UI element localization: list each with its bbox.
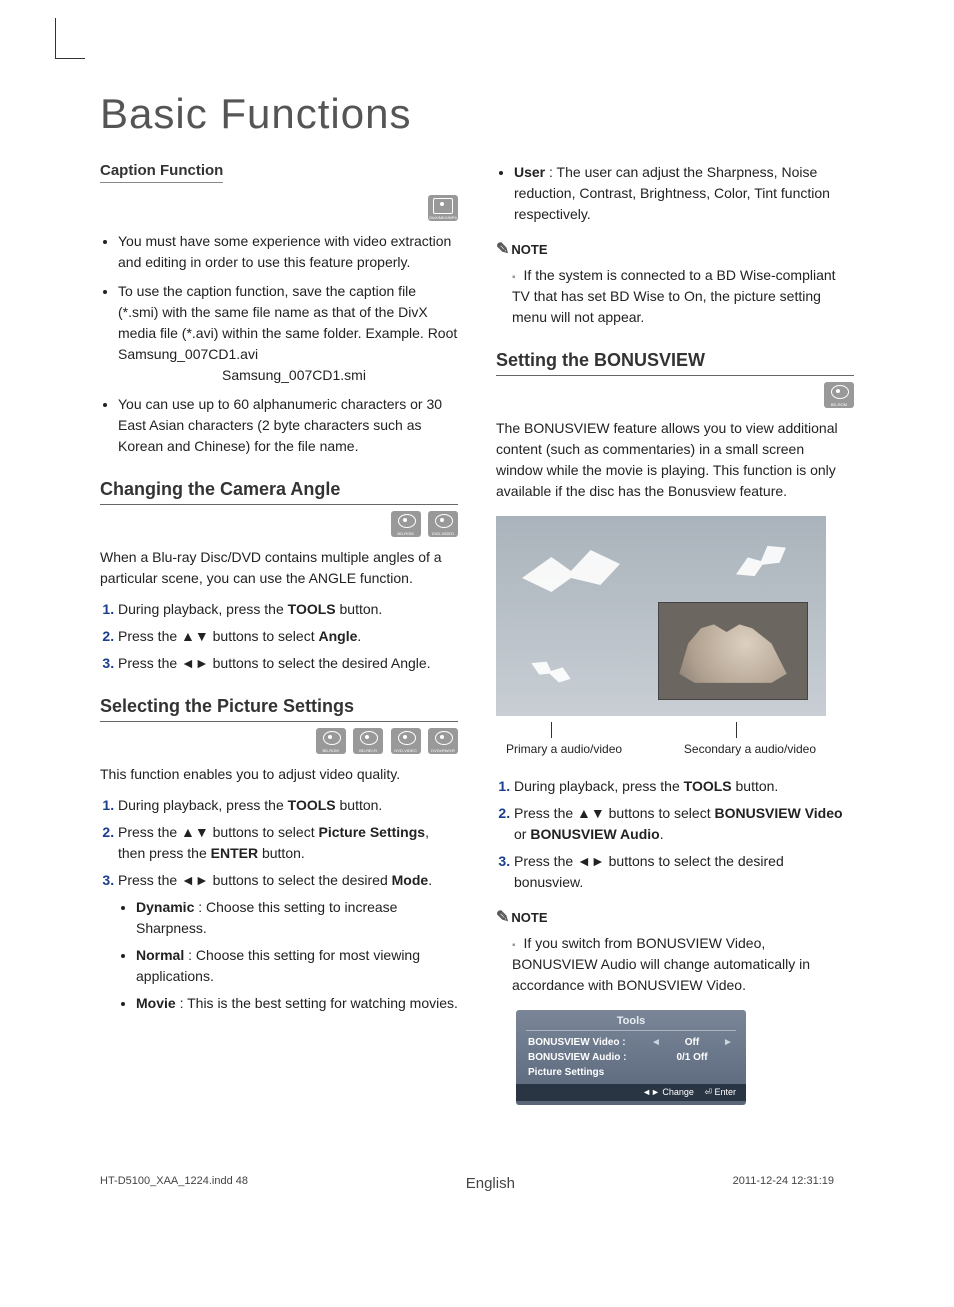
bonusview-steps: During playback, press the TOOLS button.… (496, 776, 854, 893)
note-label-2: ✎NOTE (496, 907, 854, 927)
dvd-video-badge: DVD-VIDEO (428, 511, 458, 537)
pip-window (658, 602, 808, 700)
line (736, 722, 737, 738)
picture-steps: During playback, press the TOOLS button.… (100, 795, 458, 1014)
list-item: You must have some experience with video… (118, 231, 458, 273)
bird-icon (525, 648, 576, 695)
table-row: Picture Settings (516, 1065, 746, 1080)
page-title: Basic Functions (100, 90, 894, 138)
crop-marks (55, 18, 73, 58)
list-item: User : The user can adjust the Sharpness… (514, 162, 854, 225)
line (551, 722, 552, 738)
bd-rom-badge: BD-ROM (391, 511, 421, 537)
list-item: Press the ◄► buttons to select the desir… (514, 851, 854, 893)
divx-badge: DivX/MKV/MP4 (428, 195, 458, 221)
bird-icon (728, 533, 794, 590)
camera-steps: During playback, press the TOOLS button.… (100, 599, 458, 674)
primary-caption: Primary a audio/video (506, 742, 622, 756)
foot-change: ◄► Change (642, 1087, 694, 1097)
list-item: During playback, press the TOOLS button. (514, 776, 854, 797)
dvd-rw-badge: DVD±RW/±R (428, 728, 458, 754)
figure-captions: Primary a audio/video Secondary a audio/… (496, 742, 826, 756)
separator (526, 1030, 736, 1031)
row-label: Picture Settings (528, 1067, 734, 1078)
list-item: Press the ◄► buttons to select the desir… (118, 870, 458, 1014)
bird-icon (522, 536, 620, 606)
picture-intro: This function enables you to adjust vide… (100, 764, 458, 785)
bonusview-heading: Setting the BONUSVIEW (496, 350, 854, 376)
tools-footer: ◄► Change ⏎ Enter (516, 1084, 746, 1101)
tools-title: Tools (516, 1010, 746, 1030)
footer-timestamp: 2011-12-24 12:31:19 (733, 1175, 834, 1192)
page-footer: HT-D5100_XAA_1224.indd 48 English 2011-1… (60, 1135, 894, 1202)
foot-enter: ⏎ Enter (704, 1087, 736, 1097)
list-item: Press the ◄► buttons to select the desir… (118, 653, 458, 674)
bd-rom-badge: BD-ROM (824, 382, 854, 408)
picture-settings-heading: Selecting the Picture Settings (100, 696, 458, 722)
note-label: ✎NOTE (496, 239, 854, 259)
list-item: During playback, press the TOOLS button. (118, 795, 458, 816)
dvd-video-badge: DVD-VIDEO (391, 728, 421, 754)
camera-badges: BD-ROM DVD-VIDEO (100, 511, 458, 537)
pencil-icon: ✎ (496, 241, 509, 258)
list-item: Dynamic : Choose this setting to increas… (136, 897, 458, 939)
example-line-2: Samsung_007CD1.smi (118, 365, 458, 386)
list-item: If you switch from BONUSVIEW Video, BONU… (512, 933, 854, 996)
list-item: Press the ▲▼ buttons to select Angle. (118, 626, 458, 647)
bonusview-figure (496, 516, 826, 716)
caption-badges: DivX/MKV/MP4 (100, 195, 458, 221)
note-text: NOTE (511, 910, 547, 925)
caption-bullets: You must have some experience with video… (100, 231, 458, 457)
picture-badges: BD-ROM BD-RE/-R DVD-VIDEO DVD±RW/±R (100, 728, 458, 754)
table-row: BONUSVIEW Video : ◄ Off ► (516, 1035, 746, 1050)
footer-file: HT-D5100_XAA_1224.indd 48 (100, 1175, 248, 1192)
list-item: Press the ▲▼ buttons to select BONUSVIEW… (514, 803, 854, 845)
row-label: BONUSVIEW Audio : (528, 1052, 650, 1063)
right-column: User : The user can adjust the Sharpness… (496, 158, 854, 1105)
note-text: NOTE (511, 242, 547, 257)
left-arrow-icon: ◄ (650, 1037, 662, 1048)
caption-function-heading: Caption Function (100, 162, 223, 183)
camera-intro: When a Blu-ray Disc/DVD contains multipl… (100, 547, 458, 589)
camera-angle-heading: Changing the Camera Angle (100, 479, 458, 505)
list-item: You can use up to 60 alphanumeric charac… (118, 394, 458, 457)
note-list: If the system is connected to a BD Wise-… (496, 265, 854, 328)
bonusview-intro: The BONUSVIEW feature allows you to view… (496, 418, 854, 502)
mode-list: Dynamic : Choose this setting to increas… (118, 897, 458, 1014)
figure-lines (496, 722, 826, 742)
list-item: Press the ▲▼ buttons to select Picture S… (118, 822, 458, 864)
pencil-icon: ✎ (496, 909, 509, 926)
footer-language: English (248, 1175, 733, 1192)
row-label: BONUSVIEW Video : (528, 1037, 650, 1048)
secondary-caption: Secondary a audio/video (684, 742, 816, 756)
cat-icon (669, 613, 797, 689)
note-list-2: If you switch from BONUSVIEW Video, BONU… (496, 933, 854, 996)
list-item: Movie : This is the best setting for wat… (136, 993, 458, 1014)
bd-rom-badge: BD-ROM (316, 728, 346, 754)
row-value: Off (662, 1037, 722, 1048)
bd-re-badge: BD-RE/-R (353, 728, 383, 754)
list-item: To use the caption function, save the ca… (118, 281, 458, 386)
user-mode-list: User : The user can adjust the Sharpness… (496, 162, 854, 225)
list-item: Normal : Choose this setting for most vi… (136, 945, 458, 987)
list-item: If the system is connected to a BD Wise-… (512, 265, 854, 328)
left-column: Caption Function DivX/MKV/MP4 You must h… (100, 158, 458, 1105)
list-item: During playback, press the TOOLS button. (118, 599, 458, 620)
right-arrow-icon: ► (722, 1037, 734, 1048)
bonusview-badges: BD-ROM (496, 382, 854, 408)
row-value: 0/1 Off (662, 1052, 722, 1063)
tools-menu: Tools BONUSVIEW Video : ◄ Off ► BONUSVIE… (516, 1010, 746, 1105)
caption-bullet-2: To use the caption function, save the ca… (118, 283, 457, 362)
table-row: BONUSVIEW Audio : 0/1 Off (516, 1050, 746, 1065)
